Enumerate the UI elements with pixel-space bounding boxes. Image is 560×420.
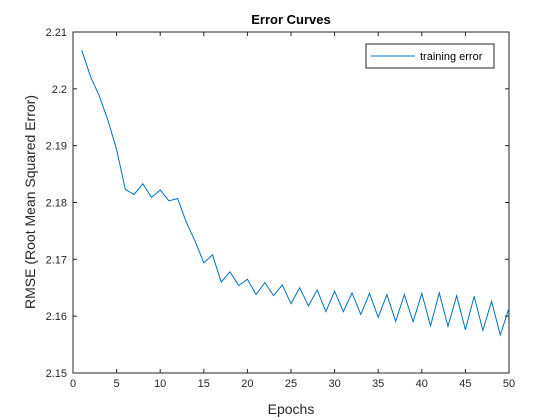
x-tick-label: 40 (416, 378, 428, 390)
x-tick-label: 50 (503, 378, 515, 390)
y-tick-label: 2.18 (46, 198, 67, 210)
x-tick-label: 15 (198, 378, 210, 390)
axis-ticks: 0 5 10 15 20 25 30 35 40 45 50 2.15 2.16 2.17 2.18 2.19… (46, 27, 516, 390)
y-tick-label: 2.15 (46, 368, 67, 380)
x-tick-label: 45 (459, 378, 471, 390)
x-tick-label: 10 (154, 378, 166, 390)
series-layer (81, 50, 510, 337)
x-tick-label: 20 (241, 378, 253, 390)
x-tick-label: 30 (328, 378, 340, 390)
y-tick-label: 2.2 (52, 84, 67, 96)
y-tick-label: 2.17 (46, 254, 67, 266)
x-axis-label: Epochs (268, 401, 315, 417)
x-tick-label: 5 (114, 378, 120, 390)
legend: training error (365, 43, 495, 69)
x-tick-label: 25 (285, 378, 297, 390)
plot-area (72, 31, 510, 374)
legend-entry-label: training error (420, 51, 483, 63)
y-tick-label: 2.16 (46, 311, 67, 323)
series-line-training-error (81, 50, 510, 337)
x-tick-label: 0 (70, 378, 76, 390)
x-tick-label: 35 (372, 378, 384, 390)
y-axis-label: RMSE (Root Mean Squared Error) (22, 95, 38, 309)
y-tick-label: 2.19 (46, 141, 67, 153)
y-tick-label: 2.21 (46, 27, 67, 39)
chart-title: Error Curves (251, 12, 330, 27)
